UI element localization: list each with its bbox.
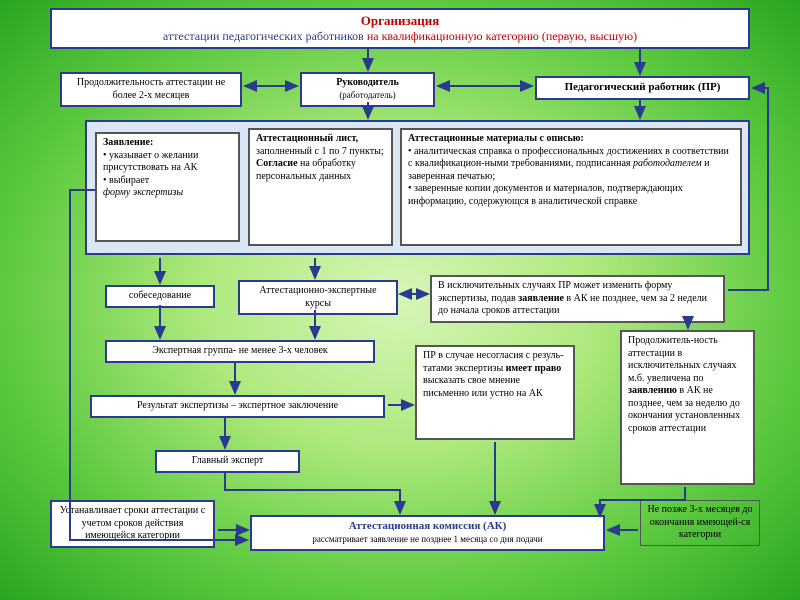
deadline-box: Не позже 3-х месяцев до окончания имеюще… — [640, 500, 760, 546]
leader-box: Руководитель(работодатель) — [300, 72, 435, 107]
sheet-box: Аттестационный лист, заполненный с 1 по … — [248, 128, 393, 246]
materials-box: Аттестационные материалы с описью: • ана… — [400, 128, 742, 246]
duration-box: Продолжительность аттестации не более 2-… — [60, 72, 242, 107]
sets-box: Устанавливает сроки аттестации с учетом … — [50, 500, 215, 548]
header-box: Организация аттестации педагогических ра… — [50, 8, 750, 49]
courses-box: Аттестационно-экспертные курсы — [238, 280, 398, 315]
interview-box: собеседование — [105, 285, 215, 308]
expert-group-box: Экспертная группа- не менее 3-х человек — [105, 340, 375, 363]
worker-box: Педагогический работник (ПР) — [535, 76, 750, 100]
chief-expert-box: Главный эксперт — [155, 450, 300, 473]
header-line2: аттестации педагогических работников на … — [58, 29, 742, 44]
ak-box: Аттестационная комиссия (АК) рассматрива… — [250, 515, 605, 551]
disagree-box: ПР в случае несогласия с резуль-татами э… — [415, 345, 575, 440]
exception-box: В исключительных случаях ПР может измени… — [430, 275, 725, 323]
extend-box: Продолжитель-ность аттестации в исключит… — [620, 330, 755, 485]
application-box: Заявление: • указывает о желании присутс… — [95, 132, 240, 242]
header-line1: Организация — [58, 13, 742, 29]
result-box: Результат экспертизы – экспертное заключ… — [90, 395, 385, 418]
